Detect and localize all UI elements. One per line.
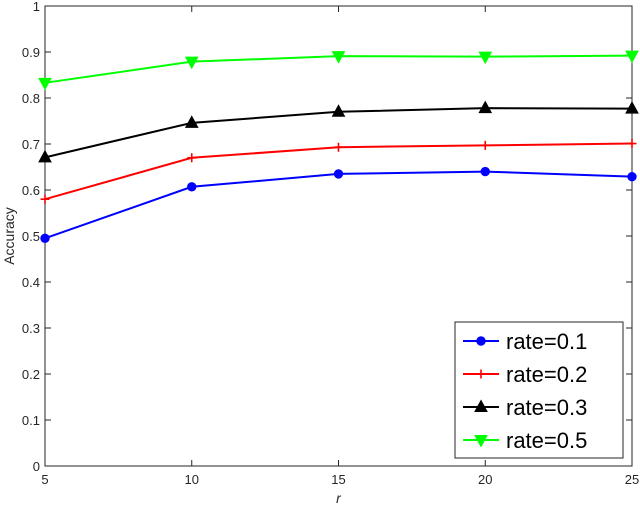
data-point xyxy=(480,166,490,177)
legend-marker xyxy=(474,399,488,412)
legend: rate=0.1 rate=0.2 rate=0.3 rate=0.5 xyxy=(454,321,624,459)
series-line xyxy=(44,170,633,240)
y-tick-label: 0.4 xyxy=(22,275,40,290)
data-point xyxy=(625,101,639,114)
data-point xyxy=(187,153,197,163)
data-point xyxy=(480,140,490,150)
legend-label: rate=0.2 xyxy=(506,362,587,387)
data-point xyxy=(38,77,52,91)
legend-marker xyxy=(476,336,486,346)
y-tick-label: 0.8 xyxy=(22,91,40,106)
x-tick-label: 5 xyxy=(41,472,48,487)
series-3 xyxy=(38,100,639,163)
y-tick-label: 0.5 xyxy=(22,229,40,244)
y-tick-label: 0.9 xyxy=(22,45,40,60)
y-tick-label: 1 xyxy=(33,0,40,14)
y-tick-label: 0.6 xyxy=(22,183,40,198)
data-point xyxy=(184,115,199,128)
data-point xyxy=(334,142,343,152)
legend-item: rate=0.1 xyxy=(463,329,587,354)
x-tick-label: 15 xyxy=(331,472,345,487)
legend-marker xyxy=(476,369,486,379)
x-axis-label: r xyxy=(336,490,342,506)
legend-item: rate=0.3 xyxy=(463,395,587,420)
data-point xyxy=(40,194,50,204)
data-point xyxy=(478,51,493,65)
y-tick-label: 0.2 xyxy=(22,367,40,382)
data-point xyxy=(333,169,344,179)
series-layer xyxy=(38,50,639,244)
y-tick-label: 0.3 xyxy=(22,321,40,336)
legend-label: rate=0.1 xyxy=(506,329,587,354)
legend-item: rate=0.5 xyxy=(463,428,587,453)
series-4 xyxy=(38,50,639,91)
data-point xyxy=(331,51,346,64)
x-tick-label: 25 xyxy=(625,472,639,487)
data-point xyxy=(625,50,639,64)
data-point xyxy=(184,56,199,70)
legend-label: rate=0.3 xyxy=(506,395,587,420)
data-point xyxy=(478,100,493,114)
axes: 5 10 15 20 25 0 0.1 0.2 0.3 0.4 0.5 0.6 0.7 0.8 0.9 1 xyxy=(22,0,639,487)
data-point xyxy=(187,182,197,192)
y-axis-label: Accuracy xyxy=(1,207,17,265)
series-2 xyxy=(40,139,637,204)
y-tick-label: 0.7 xyxy=(22,137,40,152)
data-point xyxy=(627,139,637,149)
y-tick-label: 0 xyxy=(33,459,40,474)
data-point xyxy=(40,233,50,244)
x-tick-label: 10 xyxy=(185,472,199,487)
data-point xyxy=(331,104,346,117)
legend-label: rate=0.5 xyxy=(506,428,587,453)
series-1 xyxy=(40,166,637,244)
y-tick-label: 0.1 xyxy=(22,413,40,428)
x-tick-label: 20 xyxy=(478,472,492,487)
legend-item: rate=0.2 xyxy=(463,362,587,387)
data-point xyxy=(627,171,637,182)
data-point xyxy=(38,149,52,163)
legend-marker xyxy=(474,435,488,448)
